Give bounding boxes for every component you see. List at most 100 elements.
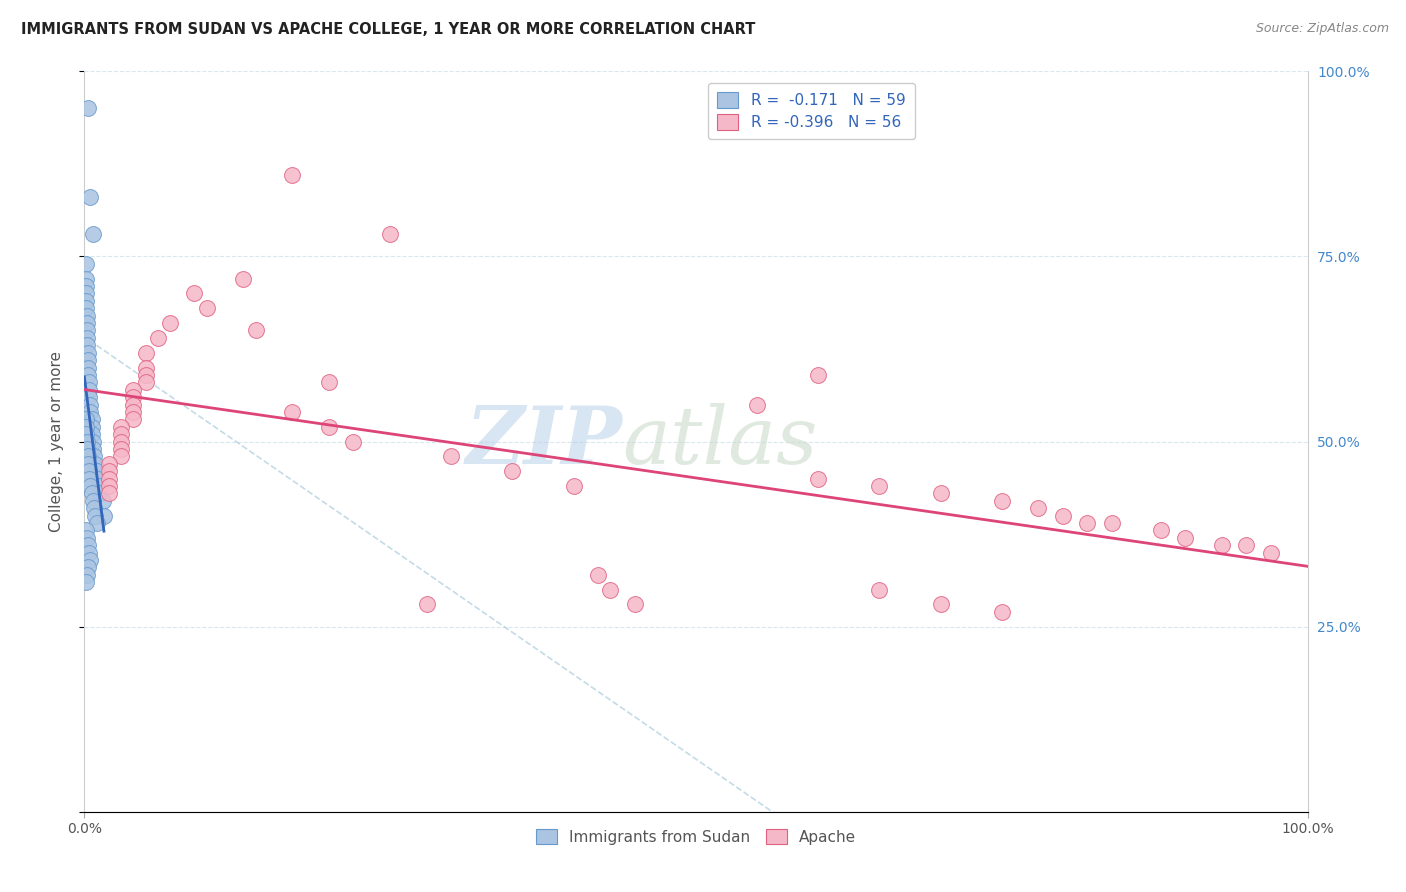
Point [1028, 501, 1050, 516]
Legend: Immigrants from Sudan, Apache: Immigrants from Sudan, Apache [529, 821, 863, 852]
Point [86, 516, 108, 530]
Point [991, 605, 1014, 619]
Point [77, 368, 100, 382]
Point [76, 316, 98, 330]
Point [146, 331, 169, 345]
Point [599, 582, 621, 597]
Point [416, 598, 439, 612]
Point [82, 493, 104, 508]
Point [586, 567, 609, 582]
Point [245, 324, 267, 338]
Point [79, 398, 101, 412]
Point [97, 479, 120, 493]
Text: atlas: atlas [623, 403, 818, 480]
Point [75, 279, 97, 293]
Point [89, 486, 111, 500]
Point [97, 464, 120, 478]
Point [84, 508, 107, 523]
Point [75, 257, 97, 271]
Point [76, 442, 98, 456]
Point [122, 383, 145, 397]
Point [79, 190, 101, 204]
Point [624, 598, 647, 612]
Point [97, 471, 120, 485]
Point [80, 412, 103, 426]
Point [75, 427, 97, 442]
Point [1211, 538, 1233, 552]
Point [91, 493, 114, 508]
Point [75, 412, 97, 426]
Point [135, 368, 157, 382]
Point [77, 457, 100, 471]
Point [135, 376, 157, 390]
Point [77, 471, 100, 485]
Point [77, 345, 100, 359]
Point [77, 546, 100, 560]
Point [747, 398, 769, 412]
Point [83, 501, 105, 516]
Point [76, 331, 98, 345]
Point [232, 271, 254, 285]
Point [77, 360, 100, 375]
Point [77, 376, 100, 390]
Point [75, 293, 97, 308]
Point [77, 383, 100, 397]
Point [159, 316, 181, 330]
Point [82, 434, 104, 449]
Point [76, 434, 98, 449]
Point [77, 464, 100, 478]
Point [135, 360, 157, 375]
Point [87, 471, 110, 485]
Y-axis label: College, 1 year or more: College, 1 year or more [49, 351, 63, 532]
Point [1150, 524, 1173, 538]
Point [807, 471, 830, 485]
Point [110, 427, 132, 442]
Point [77, 102, 100, 116]
Point [87, 479, 110, 493]
Point [110, 442, 132, 456]
Point [929, 598, 952, 612]
Point [122, 390, 145, 404]
Point [318, 376, 340, 390]
Point [79, 405, 101, 419]
Text: ZIP: ZIP [465, 403, 623, 480]
Point [84, 457, 107, 471]
Point [135, 345, 157, 359]
Point [122, 405, 145, 419]
Point [183, 286, 205, 301]
Point [75, 524, 97, 538]
Point [75, 419, 97, 434]
Point [75, 286, 97, 301]
Point [80, 486, 103, 500]
Point [342, 434, 364, 449]
Point [79, 479, 101, 493]
Point [80, 419, 103, 434]
Point [76, 324, 98, 338]
Point [929, 486, 952, 500]
Point [82, 227, 104, 242]
Point [83, 450, 105, 464]
Point [93, 508, 115, 523]
Point [869, 479, 891, 493]
Point [281, 168, 304, 182]
Point [122, 398, 145, 412]
Point [75, 301, 97, 316]
Point [77, 560, 100, 574]
Point [76, 338, 98, 352]
Point [380, 227, 402, 242]
Point [76, 309, 98, 323]
Point [122, 412, 145, 426]
Point [97, 457, 120, 471]
Point [807, 368, 830, 382]
Point [77, 538, 100, 552]
Point [502, 464, 524, 478]
Point [440, 450, 463, 464]
Point [97, 486, 120, 500]
Point [75, 575, 97, 590]
Point [80, 427, 103, 442]
Point [77, 353, 100, 368]
Point [110, 450, 132, 464]
Point [1236, 538, 1258, 552]
Point [195, 301, 218, 316]
Point [991, 493, 1014, 508]
